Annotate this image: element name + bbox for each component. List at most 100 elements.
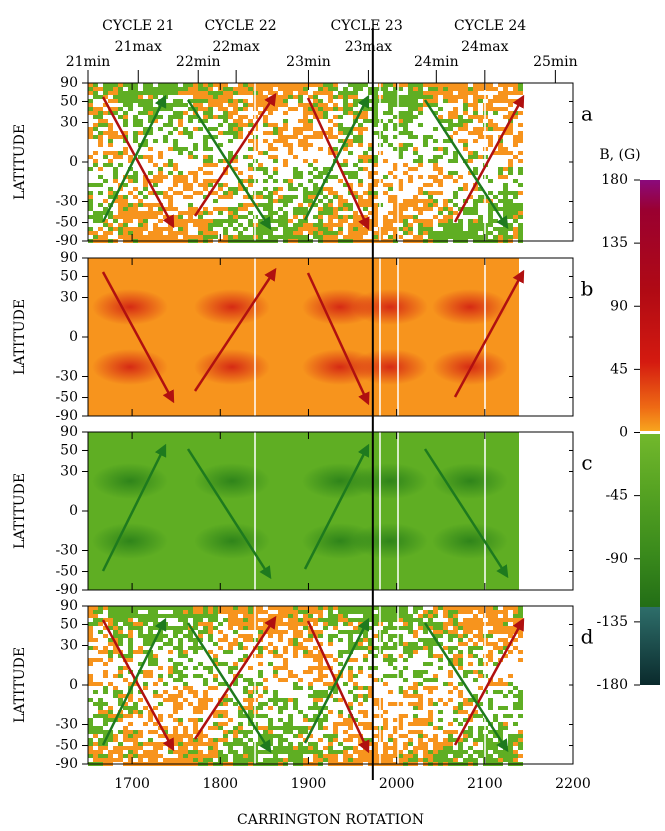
field-cell: [358, 131, 363, 135]
field-cell: [443, 746, 448, 750]
field-cell: [343, 682, 348, 686]
field-cell: [128, 606, 133, 610]
field-cell: [358, 742, 363, 746]
field-cell: [128, 99, 133, 103]
field-cell: [513, 706, 518, 710]
field-cell: [148, 91, 153, 95]
field-cell: [348, 758, 353, 762]
field-cell: [503, 195, 508, 199]
field-cell: [418, 207, 423, 211]
field-cell: [158, 718, 163, 722]
field-cell: [328, 694, 333, 698]
field-cell: [413, 750, 418, 754]
field-cell: [328, 83, 333, 87]
field-cell: [303, 123, 308, 127]
field-cell: [293, 215, 298, 219]
field-cell: [238, 235, 243, 239]
field-cell: [508, 207, 513, 211]
field-cell: [258, 682, 263, 686]
field-cell: [133, 139, 138, 143]
panel-label: d: [581, 625, 594, 649]
field-cell: [133, 179, 138, 183]
field-cell: [178, 702, 183, 706]
field-cell: [158, 127, 163, 131]
field-cell: [403, 742, 408, 746]
y-tick-label: 30: [60, 638, 78, 654]
field-cell: [368, 91, 373, 95]
field-cell: [138, 91, 143, 95]
field-cell: [173, 83, 178, 87]
field-cell: [123, 223, 128, 227]
field-cell: [178, 179, 183, 183]
field-cell: [113, 714, 118, 718]
field-blob: [92, 523, 168, 559]
field-cell: [368, 191, 373, 195]
field-cell: [93, 750, 98, 754]
field-cell: [328, 758, 333, 762]
field-cell: [413, 746, 418, 750]
field-cell: [263, 187, 268, 191]
field-cell: [123, 694, 128, 698]
field-cell: [398, 207, 403, 211]
field-cell: [453, 191, 458, 195]
field-cell: [203, 119, 208, 123]
field-cell: [158, 634, 163, 638]
field-cell: [343, 183, 348, 187]
field-cell: [113, 87, 118, 91]
field-cell: [128, 95, 133, 99]
field-cell: [358, 231, 363, 235]
field-cell: [448, 115, 453, 119]
field-cell: [108, 610, 113, 614]
field-cell: [128, 618, 133, 622]
field-cell: [303, 746, 308, 750]
field-cell: [398, 87, 403, 91]
field-cell: [258, 702, 263, 706]
field-cell: [223, 650, 228, 654]
field-cell: [418, 223, 423, 227]
field-cell: [413, 199, 418, 203]
field-cell: [153, 175, 158, 179]
field-cell: [323, 606, 328, 610]
field-cell: [263, 87, 268, 91]
field-cell: [208, 618, 213, 622]
field-cell: [313, 227, 318, 231]
field-cell: [368, 646, 373, 650]
field-cell: [113, 634, 118, 638]
field-cell: [283, 722, 288, 726]
field-cell: [243, 606, 248, 610]
field-cell: [303, 730, 308, 734]
field-cell: [148, 710, 153, 714]
field-cell: [313, 223, 318, 227]
field-cell: [98, 183, 103, 187]
field-cell: [308, 127, 313, 131]
field-cell: [263, 115, 268, 119]
field-cell: [223, 115, 228, 119]
field-cell: [113, 219, 118, 223]
field-cell: [318, 207, 323, 211]
field-cell: [193, 207, 198, 211]
field-cell: [453, 99, 458, 103]
field-cell: [178, 618, 183, 622]
field-cell: [453, 179, 458, 183]
field-cell: [113, 638, 118, 642]
field-cell: [368, 175, 373, 179]
field-cell: [383, 626, 388, 630]
field-cell: [198, 99, 203, 103]
field-cell: [503, 758, 508, 762]
field-cell: [478, 730, 483, 734]
field-cell: [233, 630, 238, 634]
field-cell: [278, 135, 283, 139]
field-cell: [198, 127, 203, 131]
field-cell: [88, 742, 93, 746]
field-cell: [283, 678, 288, 682]
field-cell: [433, 606, 438, 610]
field-cell: [338, 127, 343, 131]
field-cell: [243, 155, 248, 159]
field-cell: [138, 119, 143, 123]
field-cell: [388, 662, 393, 666]
field-cell: [498, 83, 503, 87]
field-cell: [413, 167, 418, 171]
field-cell: [168, 642, 173, 646]
field-cell: [248, 610, 253, 614]
field-cell: [138, 231, 143, 235]
